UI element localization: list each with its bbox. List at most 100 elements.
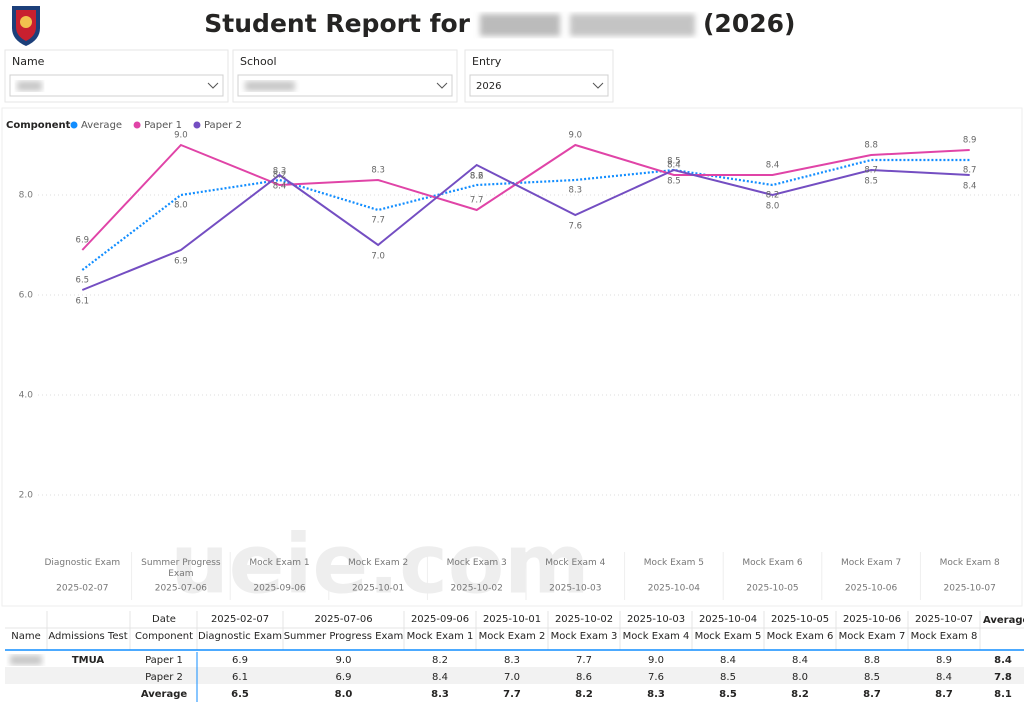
table-cell: 6.1 — [232, 672, 248, 683]
filter-dropdown[interactable] — [9, 74, 224, 97]
table-cell: 8.4 — [792, 655, 808, 666]
table-header: Date — [152, 614, 176, 625]
table-component: Mock Exam 7 — [839, 631, 906, 642]
table-cell: 9.0 — [648, 655, 664, 666]
table-cell: 8.3 — [647, 689, 665, 700]
data-label: 8.4 — [273, 182, 287, 192]
table-component: Mock Exam 2 — [479, 631, 546, 642]
table-date: 2025-10-02 — [555, 614, 613, 625]
series-line — [81, 163, 970, 291]
x-date-label: 2025-10-05 — [746, 584, 798, 594]
report-title: Student Report for — [204, 9, 470, 38]
table-header: Name — [11, 631, 41, 642]
data-label: 8.0 — [174, 201, 188, 211]
filter-value: 2026 — [476, 81, 501, 92]
legend-label: Paper 2 — [204, 120, 242, 131]
table-component: Mock Exam 6 — [767, 631, 834, 642]
data-label: 9.0 — [174, 131, 188, 141]
x-category-label: Mock Exam 6 — [742, 558, 803, 568]
row-total: 8.4 — [994, 655, 1012, 666]
x-category-label: Mock Exam 8 — [939, 558, 1000, 568]
data-label: 8.2 — [766, 191, 780, 201]
row-component: Average — [141, 689, 188, 700]
table-component: Mock Exam 3 — [551, 631, 618, 642]
blurred-value — [245, 81, 295, 91]
table-header: Component — [135, 631, 193, 642]
data-label: 7.7 — [470, 196, 484, 206]
x-date-label: 2025-02-07 — [56, 584, 108, 594]
dropdown-chevron — [207, 82, 219, 89]
legend-title: Component — [6, 120, 71, 131]
data-label: 9.0 — [569, 131, 583, 141]
chart-frame — [1, 107, 1023, 607]
x-category-label: Mock Exam 2 — [348, 558, 409, 568]
table-cell: 8.3 — [504, 655, 520, 666]
table-cell: 8.2 — [432, 655, 448, 666]
legend-marker — [133, 121, 141, 129]
x-category-label: Mock Exam 1 — [249, 558, 310, 568]
data-label: 8.3 — [273, 167, 287, 177]
table-cell: 8.2 — [575, 689, 593, 700]
table-cell: 8.5 — [720, 672, 736, 683]
x-category-label: Mock Exam 7 — [841, 558, 902, 568]
row-component: Paper 2 — [145, 672, 183, 683]
y-tick-label: 6.0 — [19, 291, 34, 301]
table-date: 2025-10-05 — [771, 614, 829, 625]
table-date: 2025-10-01 — [483, 614, 541, 625]
table-cell: 8.6 — [576, 672, 592, 683]
data-label: 8.5 — [864, 177, 878, 187]
table-cell: 7.0 — [504, 672, 520, 683]
table-cell: 7.7 — [576, 655, 592, 666]
data-label: 6.9 — [174, 257, 188, 267]
row-component: Paper 1 — [145, 655, 183, 666]
data-label: 8.7 — [963, 166, 977, 176]
table-cell: 8.5 — [719, 689, 737, 700]
x-date-label: 2025-10-04 — [648, 584, 701, 594]
x-category-label: Mock Exam 3 — [446, 558, 507, 568]
data-label: 8.2 — [470, 172, 484, 182]
dropdown-chevron — [592, 82, 604, 89]
series-line — [81, 158, 970, 271]
x-category-label: Mock Exam 4 — [545, 558, 606, 568]
table-cell: 8.3 — [431, 689, 449, 700]
table-cell: 8.4 — [936, 672, 952, 683]
stripe — [5, 667, 1024, 684]
data-label: 8.8 — [864, 141, 878, 151]
x-category-label: Summer Progress Exam — [141, 558, 221, 579]
report-title-year: (2026) — [703, 9, 795, 38]
data-label: 8.4 — [963, 182, 977, 192]
table-cell: 7.7 — [503, 689, 521, 700]
table-component: Mock Exam 1 — [407, 631, 474, 642]
data-label: 8.4 — [667, 161, 681, 171]
table-date: 2025-10-03 — [627, 614, 685, 625]
table-component: Mock Exam 5 — [695, 631, 762, 642]
filter-dropdown[interactable] — [469, 74, 609, 97]
filter-label: Name — [12, 55, 45, 68]
data-label: 8.3 — [569, 186, 583, 196]
data-label: 7.7 — [371, 216, 385, 226]
watermark: ueie.com — [170, 517, 589, 612]
table-cell: 8.4 — [432, 672, 448, 683]
x-category-label: Diagnostic Exam — [44, 558, 121, 568]
table-cell: 7.6 — [648, 672, 664, 683]
table-cell: 6.5 — [231, 689, 249, 700]
table-header: Average — [983, 615, 1024, 626]
data-label: 8.5 — [667, 177, 681, 187]
blurred-name — [480, 14, 695, 36]
table-component: Mock Exam 8 — [911, 631, 978, 642]
blurred-student — [10, 655, 42, 665]
table-date: 2025-10-07 — [915, 614, 973, 625]
table-cell: 8.5 — [864, 672, 880, 683]
data-label: 6.5 — [76, 276, 90, 286]
x-date-label: 2025-10-03 — [549, 584, 601, 594]
table-date: 2025-10-04 — [699, 614, 757, 625]
row-total: 8.1 — [994, 689, 1012, 700]
dropdown-chevron — [436, 82, 448, 89]
data-label: 8.0 — [766, 202, 780, 212]
logo — [12, 6, 40, 46]
x-date-label: 2025-10-01 — [352, 584, 404, 594]
table-date: 2025-07-06 — [314, 614, 372, 625]
x-date-label: 2025-10-02 — [451, 584, 503, 594]
